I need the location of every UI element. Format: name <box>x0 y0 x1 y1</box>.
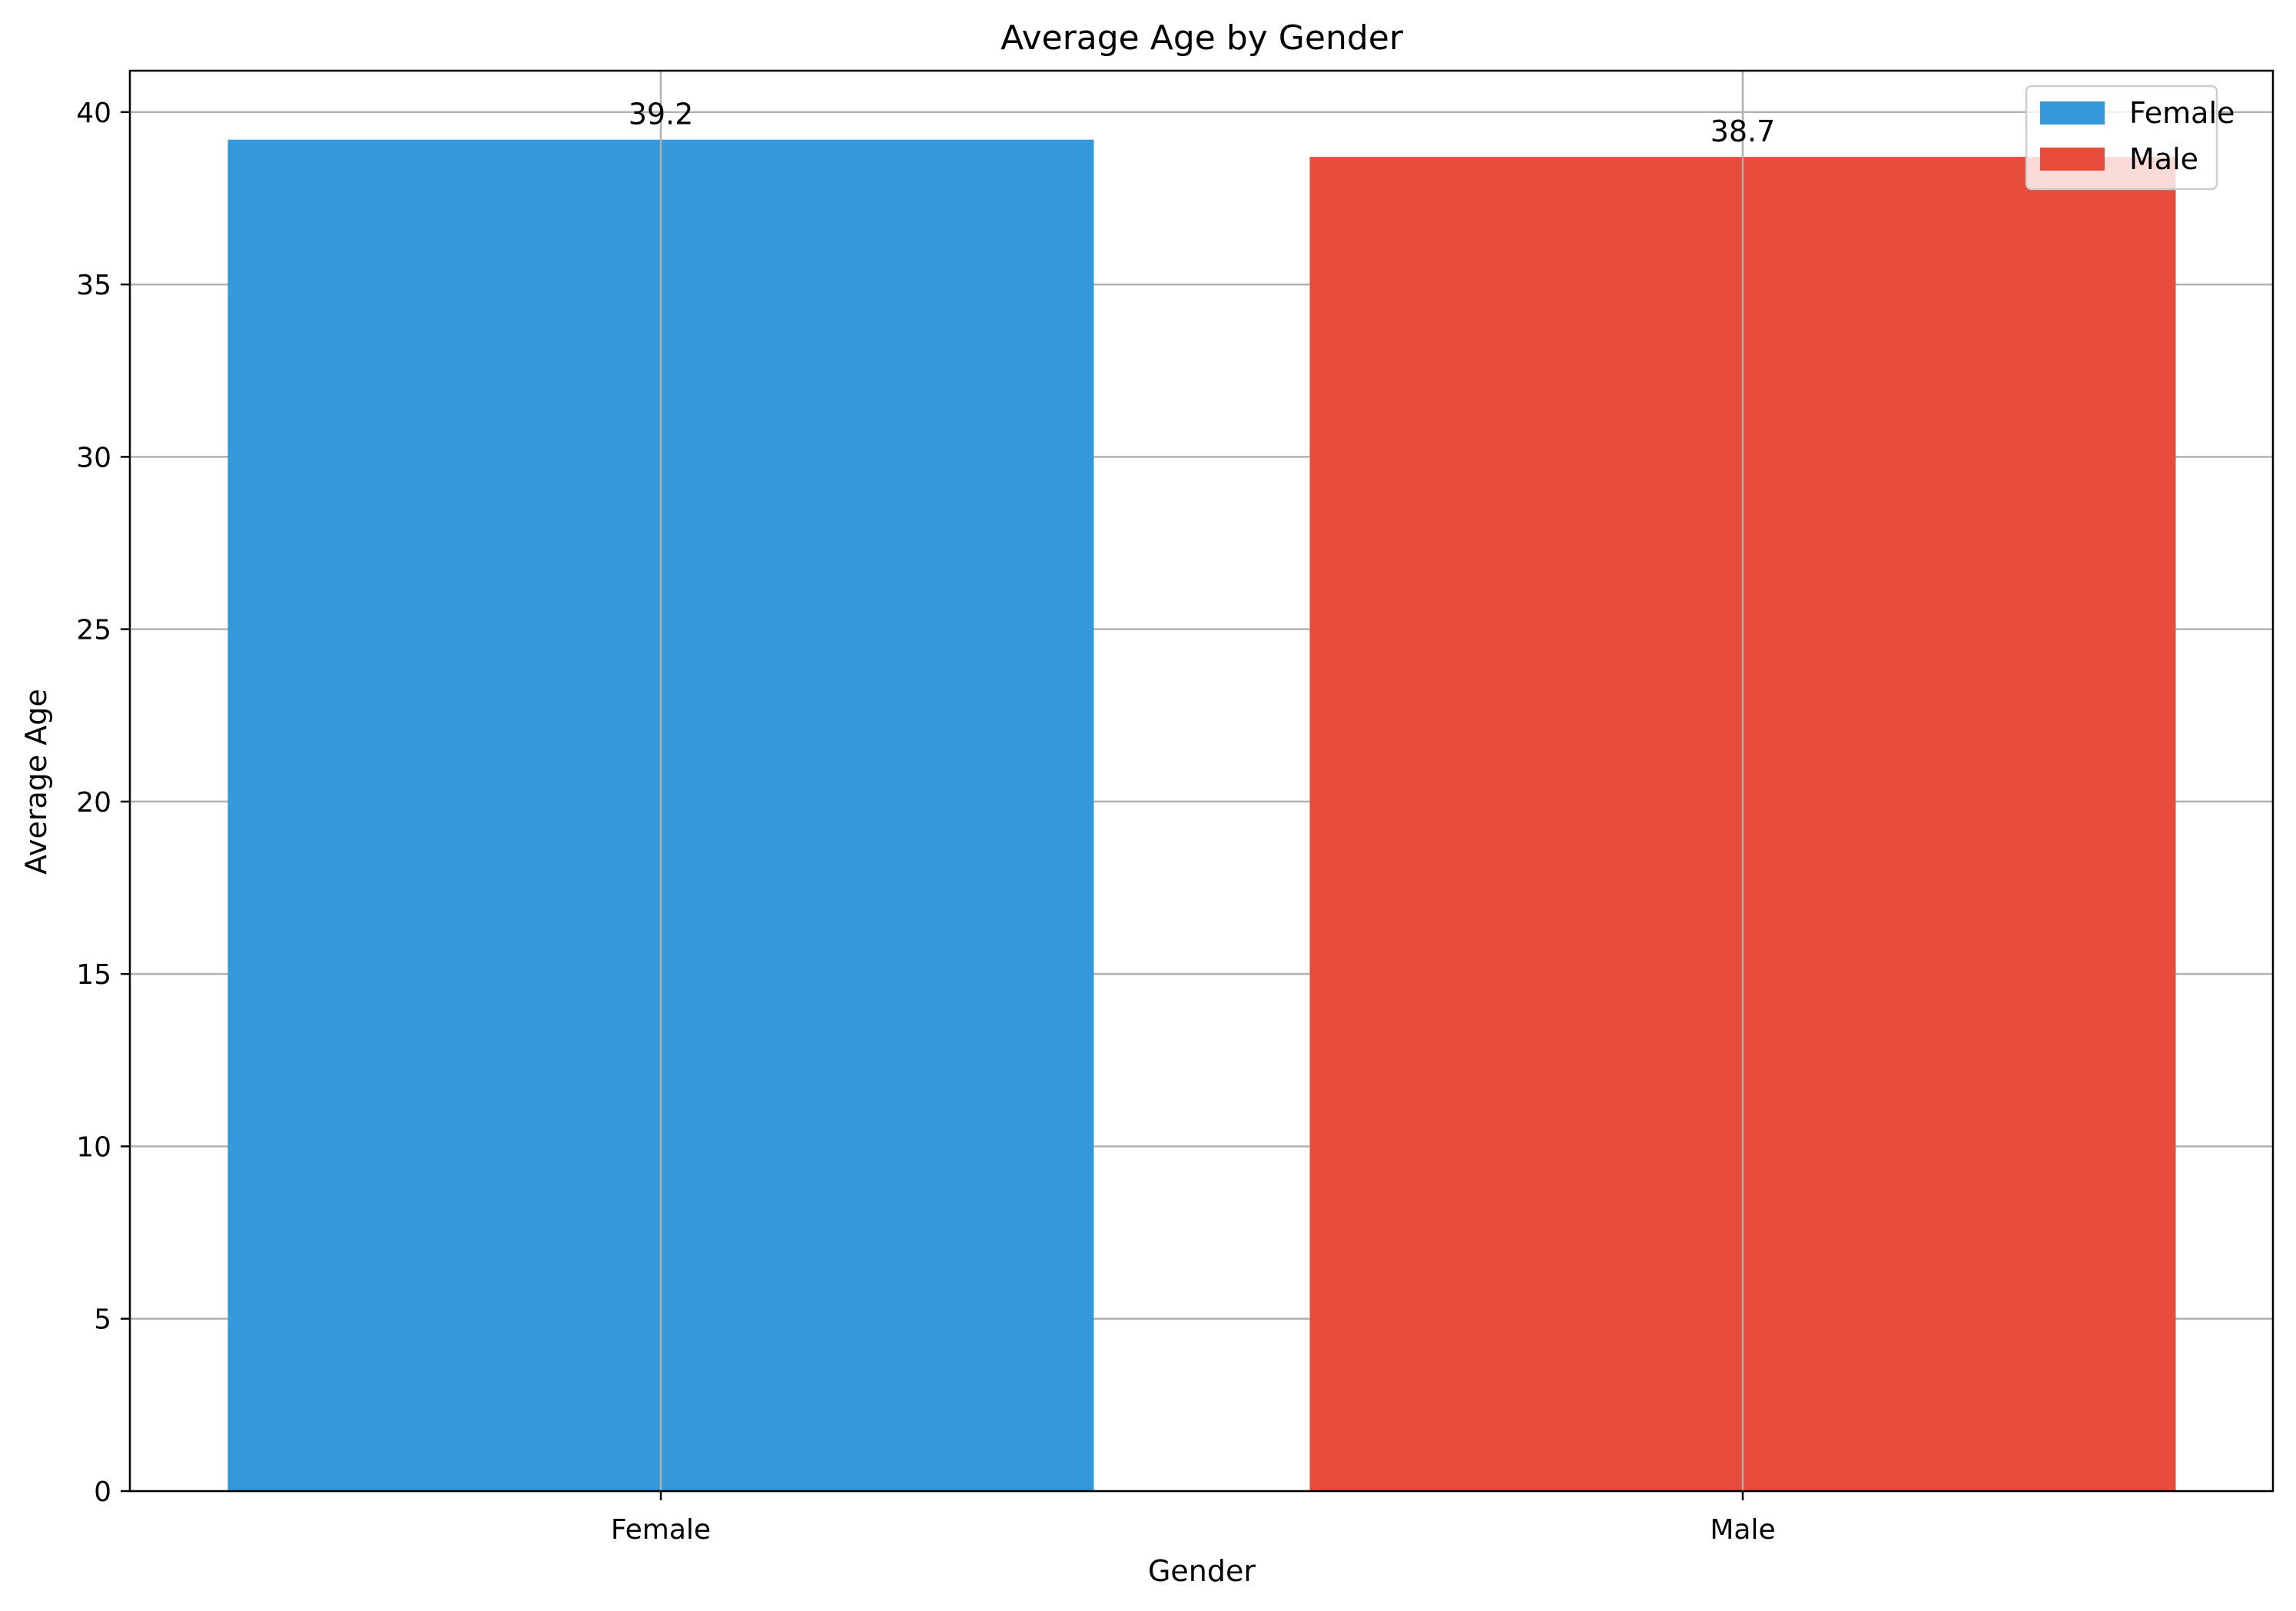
legend-label-male: Male <box>2129 142 2198 176</box>
y-tick-label: 0 <box>94 1476 111 1508</box>
legend-swatch-female <box>2040 101 2105 125</box>
legend: Female Male <box>2025 85 2235 191</box>
data-label-male: 38.7 <box>1710 115 1776 148</box>
x-axis-label: Gender <box>1148 1554 1256 1588</box>
y-tick-label: 15 <box>76 959 111 991</box>
y-axis-ticks: 0 5 10 15 20 25 30 35 40 <box>76 98 130 1508</box>
y-tick-label: 35 <box>76 270 111 301</box>
legend-label-female: Female <box>2129 96 2235 130</box>
y-axis-label: Average Age <box>19 689 53 875</box>
chart-title: Average Age by Gender <box>1000 18 1404 58</box>
data-label-female: 39.2 <box>629 98 694 131</box>
x-axis-ticks: Female Male <box>611 1491 1776 1546</box>
y-tick-label: 30 <box>76 442 111 473</box>
plot-area-frame <box>128 69 2274 1493</box>
legend-swatch-male <box>2040 148 2105 171</box>
y-tick-label: 5 <box>94 1304 111 1336</box>
x-tick-label: Female <box>611 1514 711 1546</box>
y-tick-label: 40 <box>76 98 111 129</box>
x-tick-label: Male <box>1710 1514 1775 1546</box>
data-labels: 39.2 38.7 <box>629 98 1776 148</box>
y-tick-label: 25 <box>76 615 111 646</box>
bars <box>227 139 2176 1491</box>
y-tick-label: 20 <box>76 787 111 819</box>
vertical-grid <box>659 71 1744 1491</box>
y-tick-label: 10 <box>76 1131 111 1163</box>
legend-entries: Female Male <box>2040 96 2235 176</box>
